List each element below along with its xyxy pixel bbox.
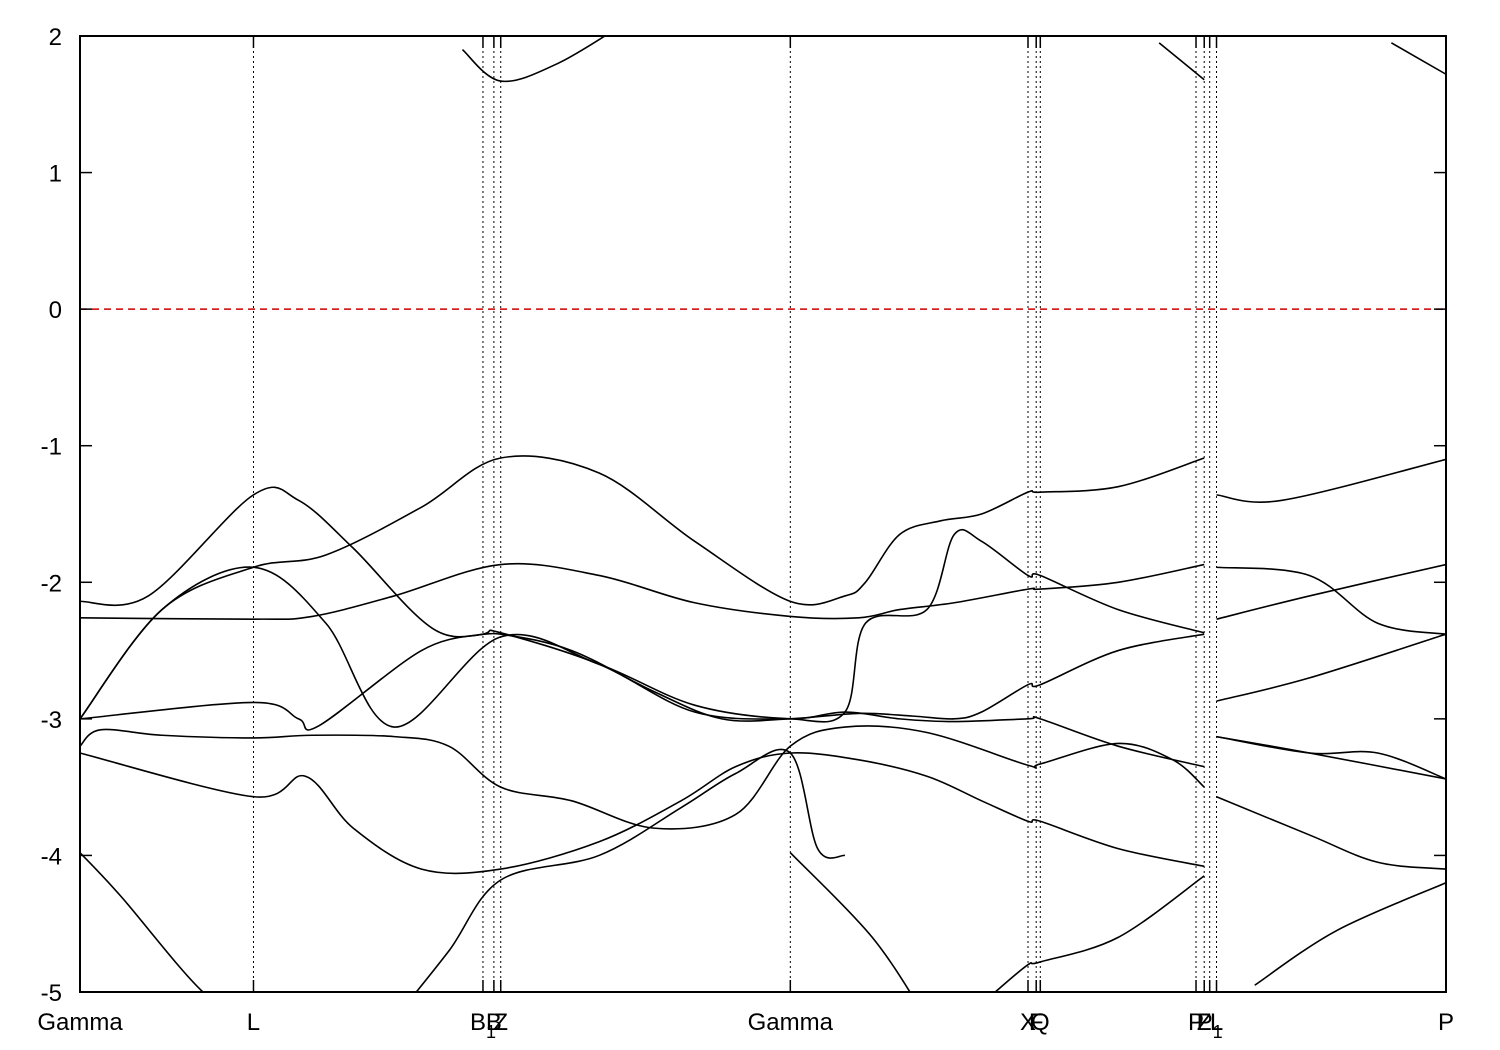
y-tick-label: 0 <box>49 297 62 324</box>
band-line <box>1254 882 1446 986</box>
band-line <box>80 752 1205 875</box>
y-axis: 2 1 0 -1 -2 -3 -4 -5 <box>41 24 1446 1007</box>
x-tick-label: P <box>1188 1009 1204 1036</box>
x-tick-label: L <box>1210 1009 1223 1036</box>
band-line <box>80 562 1205 621</box>
y-tick-label: 2 <box>49 24 62 51</box>
x-tick-label-text: Z <box>493 1009 508 1036</box>
x-tick-label-text: Z <box>1197 1009 1212 1036</box>
x-tick-label-text: Q <box>1031 1009 1050 1036</box>
x-tick-label: X <box>1020 1009 1036 1036</box>
x-tick-label: P <box>1438 1009 1454 1036</box>
x-tick-label-text: X <box>1020 1009 1036 1036</box>
band-line <box>1216 566 1446 635</box>
band-line <box>80 852 205 992</box>
band-line <box>789 852 911 992</box>
x-tick-label: Gamma <box>37 1009 123 1036</box>
band-line <box>1216 795 1446 870</box>
band-lines <box>80 36 1446 992</box>
y-tick-label: -2 <box>41 570 62 597</box>
band-line <box>1216 563 1446 620</box>
band-line <box>1216 633 1446 702</box>
band-line <box>80 725 1205 830</box>
x-tick-label-subscript: 1 <box>486 1022 496 1042</box>
x-tick-label-text: P <box>1197 1009 1213 1036</box>
y-tick-label: -3 <box>41 707 62 734</box>
y-tick-label: -4 <box>41 843 62 870</box>
x-tick-label-subscript: 1 <box>1213 1022 1223 1042</box>
x-tick-label-text: B <box>470 1009 486 1036</box>
x-tick-label-text: L <box>1210 1009 1223 1036</box>
x-tick-label: B1 <box>470 1009 496 1042</box>
x-tick-label: Z <box>1197 1009 1212 1036</box>
band-line <box>1216 458 1446 503</box>
band-line <box>1158 42 1205 81</box>
y-tick-label: -5 <box>41 980 62 1007</box>
x-tick-label: Z <box>493 1009 508 1036</box>
y-tick-label: 1 <box>49 161 62 188</box>
y-tick-label: -1 <box>41 434 62 461</box>
band-line <box>994 875 1205 992</box>
x-tick-label-text: B <box>486 1009 502 1036</box>
k-point-gridlines <box>252 36 1218 992</box>
x-tick-label-text: P <box>1438 1009 1454 1036</box>
x-tick-label-text: F <box>1029 1009 1044 1036</box>
x-tick-label: B <box>486 1009 502 1036</box>
x-tick-label: L <box>247 1009 260 1036</box>
band-line <box>1390 42 1446 75</box>
plot-frame <box>79 35 1447 993</box>
x-tick-label: F <box>1029 1009 1044 1036</box>
x-tick-label: Gamma <box>748 1009 834 1036</box>
band-line <box>80 528 1205 728</box>
band-line <box>80 629 1205 768</box>
band-line <box>80 455 1205 720</box>
band-line <box>415 748 846 992</box>
band-line <box>80 486 1205 722</box>
band-line <box>1216 735 1446 780</box>
x-tick-label-text: Gamma <box>37 1009 123 1036</box>
x-tick-label-text: L <box>247 1009 260 1036</box>
x-tick-label: P1 <box>1197 1009 1223 1042</box>
x-tick-label-text: P <box>1188 1009 1204 1036</box>
x-tick-label: Q <box>1031 1009 1050 1036</box>
band-line <box>461 36 607 83</box>
x-tick-label-text: Gamma <box>748 1009 834 1036</box>
